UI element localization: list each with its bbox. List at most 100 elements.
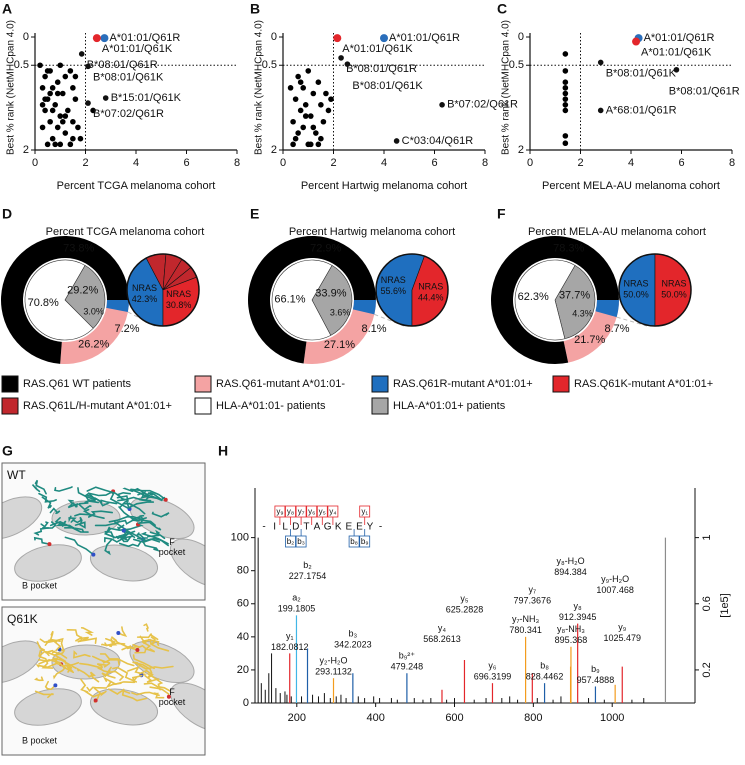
ligand-stick — [130, 488, 167, 501]
ligand-stick — [108, 515, 143, 523]
pie-name: NRAS — [661, 278, 686, 288]
atom — [135, 648, 140, 653]
data-point — [297, 79, 304, 85]
panel-label: H — [218, 443, 228, 459]
ion-label: b₃ — [349, 629, 358, 639]
point-label: A*01:01/Q61K — [641, 46, 712, 58]
data-point — [59, 118, 66, 125]
data-point — [77, 135, 84, 142]
ring-wedge — [595, 300, 619, 318]
y-tick-label: 0 — [23, 31, 29, 43]
legend-swatch — [371, 375, 389, 393]
x-tick-label: 200 — [288, 712, 306, 724]
y-tick-label: 40 — [237, 631, 249, 643]
ligand-stick — [141, 641, 156, 653]
ligand-stick — [37, 657, 59, 664]
ligand-stick — [131, 691, 160, 697]
point-label: B*08:01/Q61K — [352, 80, 423, 92]
y-tick-label: 2 — [23, 144, 29, 156]
residue: I — [273, 522, 276, 533]
ligand-stick — [77, 637, 98, 644]
labeled-point — [597, 59, 604, 66]
mz-label: 1025.479 — [603, 633, 641, 643]
labeled-point — [78, 51, 85, 57]
ligand-stick — [109, 523, 144, 532]
ligand-stick — [121, 643, 141, 651]
ligand-stick — [87, 510, 113, 518]
x-tick-label: 8 — [234, 157, 240, 169]
residue: D — [292, 522, 299, 533]
labeled-point — [597, 107, 604, 114]
ion-label: y₁ — [286, 631, 294, 641]
data-point — [562, 140, 569, 147]
annotation: 8.1% — [361, 323, 386, 335]
data-point — [52, 141, 58, 148]
ligand-stick — [87, 671, 100, 683]
data-point — [49, 107, 56, 114]
data-point — [70, 118, 76, 125]
ligand-stick — [118, 541, 142, 548]
x-axis-label: Percent Hartwig melanoma cohort — [301, 180, 467, 192]
data-point — [52, 102, 58, 108]
pie-name: NRAS — [381, 275, 406, 285]
mz-label: 828.4462 — [526, 672, 564, 682]
ring-segment — [248, 236, 376, 364]
y-tick-label: 60 — [237, 598, 249, 610]
point-label: B*07:02/Q61R — [93, 108, 164, 120]
data-point — [287, 85, 294, 91]
y-tick-label: 2 — [518, 144, 524, 156]
y2-tick-label: 0.6 — [701, 596, 713, 611]
data-point — [328, 96, 334, 102]
ion-label: b₈ — [540, 661, 549, 671]
data-point — [67, 141, 74, 148]
ring-segment — [60, 300, 129, 364]
pocket-label: B pocket — [22, 580, 58, 590]
ligand-stick — [151, 511, 170, 518]
ligand-stick — [99, 653, 120, 666]
residue: L — [282, 522, 288, 533]
ion-label: y₇-NH₃ — [512, 614, 540, 624]
data-point — [315, 141, 322, 148]
mz-label: 957.4888 — [577, 675, 615, 685]
pie-name: NRAS — [166, 289, 191, 299]
ligand-stick — [126, 501, 155, 509]
point-label: B*15:01/Q61K — [111, 92, 182, 104]
value-label: 66.1% — [274, 294, 305, 306]
data-point — [297, 107, 304, 114]
data-point — [310, 124, 317, 131]
y-tick-label: 80 — [237, 565, 249, 577]
ligand-stick — [55, 523, 78, 531]
b-ion: b₃ — [297, 537, 305, 546]
pocket-label: B pocket — [22, 735, 58, 745]
ligand-stick — [117, 496, 152, 502]
x-tick-label: 2 — [82, 157, 88, 169]
helix — [2, 496, 43, 540]
labeled-point — [100, 34, 109, 43]
b-ion-box — [348, 535, 360, 548]
data-point — [42, 107, 48, 114]
labeled-point — [439, 102, 445, 108]
mz-label: 342.2023 — [334, 640, 372, 650]
legend-label: HLA-A*01:01+ patients — [393, 400, 506, 412]
ligand-stick — [132, 661, 153, 674]
pie-value: 42.3% — [132, 294, 158, 304]
data-point — [57, 141, 64, 148]
ring-segment — [0, 236, 129, 364]
ligand-stick — [121, 688, 148, 702]
y-axis-label: Best % rank (NetMHCpan 4.0) — [254, 20, 265, 155]
y2-axis-label: [1e5] — [719, 593, 731, 617]
data-point — [39, 102, 46, 108]
data-point — [59, 90, 66, 97]
ion-label: b₉ — [591, 664, 600, 674]
pocket-label: pocket — [159, 697, 186, 707]
mz-label: 568.2613 — [423, 634, 461, 644]
ligand-stick — [46, 637, 65, 651]
data-point — [313, 130, 319, 136]
ligand-stick — [34, 676, 44, 682]
point-label: A*01:01/Q61K — [102, 43, 173, 55]
data-point — [72, 73, 79, 80]
ligand-stick — [38, 655, 54, 669]
ligand-stick — [147, 529, 160, 538]
data-point — [70, 85, 76, 91]
ligand-stick — [96, 662, 111, 668]
